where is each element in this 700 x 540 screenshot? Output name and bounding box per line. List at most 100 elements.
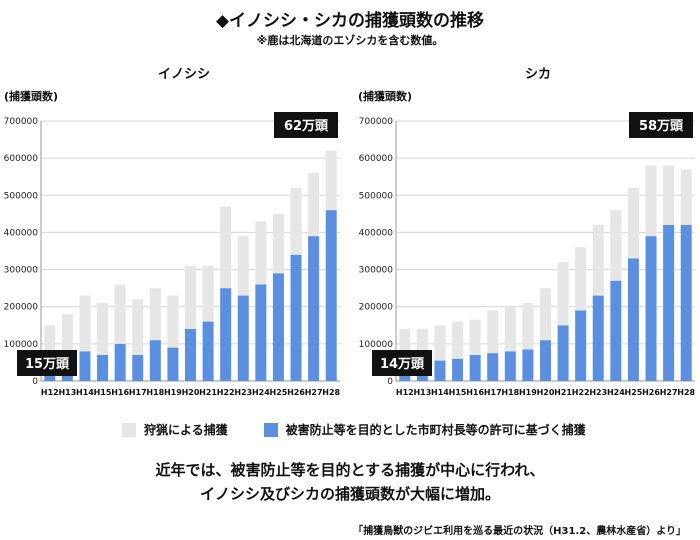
chart1-bar-hunting-H27 [308,173,320,237]
chart2-xtick-label: H24 [607,388,625,397]
chart2-xtick-label: H27 [660,388,678,397]
chart1-ytick-label: 300000 [4,266,39,276]
chart2-ytick-label: 700000 [359,117,394,127]
chart2-xtick-label: H12 [396,388,414,397]
chart2-bar-damage-H21 [557,325,569,381]
chart1-bar-hunting-H14 [79,295,91,352]
chart2-bar-hunting-H24 [610,210,622,281]
chart2-bar-hunting-H26 [645,165,657,237]
chart1-callout-end-label: 62万頭 [284,119,329,134]
chart1-bar-hunting-H15 [97,303,109,355]
chart1-bar-damage-H21 [202,321,214,381]
chart2-ytick-label: 200000 [359,303,394,313]
chart2-bar-damage-H28 [680,225,692,381]
legend-label-damage: 被害防止等を目的とした市町村長等の許可に基づく捕獲 [285,423,586,437]
summary-text: 近年では、被害防止等を目的とする捕獲が中心に行われ、 イノシシ及びシカの捕獲頭数… [0,458,700,506]
chart2-bar-hunting-H17 [487,310,499,354]
chart2-xtick-label: H22 [572,388,590,397]
chart1-ytick-label: 400000 [4,228,39,238]
chart2-ytick-label: 600000 [359,154,394,164]
chart2-bar-hunting-H19 [522,303,534,350]
chart1-xtick-label: H23 [234,388,252,397]
chart2-bar-hunting-H27 [663,165,675,225]
chart2-bar-damage-H22 [575,310,587,381]
chart1-bar-hunting-H23 [237,236,249,296]
chart1-bar-hunting-H12 [44,325,56,357]
chart1-bar-hunting-H16 [114,284,126,344]
chart1-callout-start-label: 15万頭 [25,357,70,372]
chart2-bar-hunting-H21 [557,262,569,326]
chart2-bar-hunting-H15 [452,321,464,359]
chart2-bar-hunting-H16 [469,319,481,355]
chart1-title: イノシシ [158,67,210,82]
chart2-bar-damage-H26 [645,236,657,381]
chart2-bar-damage-H27 [663,225,675,381]
chart1-bar-hunting-H17 [132,299,144,355]
chart2-bar-damage-H23 [592,295,604,381]
chart1-xtick-label: H12 [41,388,59,397]
chart1-bar-damage-H28 [325,210,337,381]
chart2-bar-damage-H15 [452,358,464,381]
chart1-xtick-label: H22 [217,388,235,397]
chart2-bar-damage-H14 [434,360,446,381]
chart2-xtick-label: H28 [677,388,695,397]
chart1-xtick-label: H20 [182,388,200,397]
chart2-bar-hunting-H22 [575,247,587,311]
chart2-bar-hunting-H25 [627,187,639,259]
chart2-xtick-label: H14 [431,388,449,397]
chart1-xtick-label: H25 [270,388,288,397]
chart2-bar-hunting-H13 [416,329,428,365]
chart1-bar-damage-H15 [97,355,109,381]
chart2-title: シカ [525,67,551,82]
chart2-ytick-label: 500000 [359,191,394,201]
chart2-ytick-label: 0 [387,377,393,387]
chart1-bar-hunting-H24 [255,221,267,285]
chart2-xtick-label: H17 [484,388,502,397]
chart2-bar-hunting-H28 [680,169,692,225]
chart2-callout-end [629,112,693,138]
chart2-ytick-label: 100000 [359,340,394,350]
chart1-bar-damage-H26 [290,254,302,381]
chart2-bar-damage-H25 [627,258,639,381]
chart2-bar-damage-H17 [487,353,499,381]
chart1-bar-damage-H20 [185,329,196,381]
chart2-callout-end-label: 58万頭 [639,119,684,134]
chart1-bar-hunting-H26 [290,187,302,255]
capture-charts: イノシシ (捕獲頭数) 0 100000 200000 300000 400000 50000… [4,67,696,397]
chart1-xtick-label: H24 [252,388,270,397]
legend-swatch-damage [263,422,278,437]
chart2-xtick-label: H23 [589,388,607,397]
chart2-xtick-label: H19 [519,388,537,397]
chart-main-title: ◆イノシシ・シカの捕獲頭数の推移 [215,11,485,31]
chart2-bar-hunting-H14 [434,325,446,361]
chart1-bar-damage-H22 [220,288,232,381]
chart1-xtick-label: H19 [164,388,182,397]
chart2-bar-damage-H19 [522,349,534,381]
chart2-xtick-label: H26 [642,388,660,397]
chart1-ylabel: (捕獲頭数) [4,89,58,103]
legend-swatch-hunting [122,422,136,437]
chart1-ytick-label: 700000 [4,117,39,127]
chart1-bar-damage-H19 [167,347,179,381]
chart1-bar-hunting-H25 [272,213,284,274]
chart1-xtick-label: H26 [287,388,305,397]
chart1-bar-hunting-H28 [325,150,337,211]
chart2-ylabel: (捕獲頭数) [358,89,412,103]
chart2-bar-hunting-H12 [399,329,411,367]
chart1-xtick-label: H14 [76,388,94,397]
chart2-bar-damage-H20 [540,340,551,381]
legend-label-hunting: 狩猟による捕獲 [144,423,228,437]
chart2-bar-hunting-H18 [504,306,516,352]
chart2-xtick-label: H25 [625,388,643,397]
chart1-bar-hunting-H20 [185,265,196,329]
chart1-bar-damage-H14 [79,351,91,381]
chart2-ytick-label: 300000 [359,266,394,276]
chart1-bar-damage-H24 [255,284,267,381]
chart2-bar-damage-H24 [610,280,622,381]
chart1-ytick-label: 200000 [4,303,39,313]
chart1-bar-damage-H18 [149,340,161,381]
chart1-ytick-label: 0 [32,377,38,387]
chart1-bar-hunting-H19 [167,295,179,348]
chart1-ytick-label: 600000 [4,154,39,164]
chart1-bar-hunting-H22 [220,206,232,289]
